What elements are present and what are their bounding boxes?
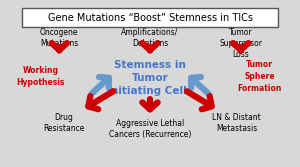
Text: Working
Hypothesis: Working Hypothesis	[16, 66, 65, 87]
Text: Amplifications/
Deletions: Amplifications/ Deletions	[121, 28, 179, 48]
Text: Tumor
Suppressor
Loss: Tumor Suppressor Loss	[219, 28, 262, 59]
Text: Drug
Resistance: Drug Resistance	[43, 113, 84, 133]
Text: Oncogene
Mutations: Oncogene Mutations	[40, 28, 79, 48]
Text: Stemness in
Tumor
Initiating Cells: Stemness in Tumor Initiating Cells	[107, 60, 193, 96]
Text: Aggressive Lethal
Cancers (Recurrence): Aggressive Lethal Cancers (Recurrence)	[109, 119, 191, 139]
Text: LN & Distant
Metastasis: LN & Distant Metastasis	[212, 113, 261, 133]
Text: Tumor
Sphere
Formation: Tumor Sphere Formation	[237, 60, 282, 93]
FancyBboxPatch shape	[22, 8, 278, 27]
Text: Gene Mutations “Boost” Stemness in TICs: Gene Mutations “Boost” Stemness in TICs	[47, 13, 253, 23]
